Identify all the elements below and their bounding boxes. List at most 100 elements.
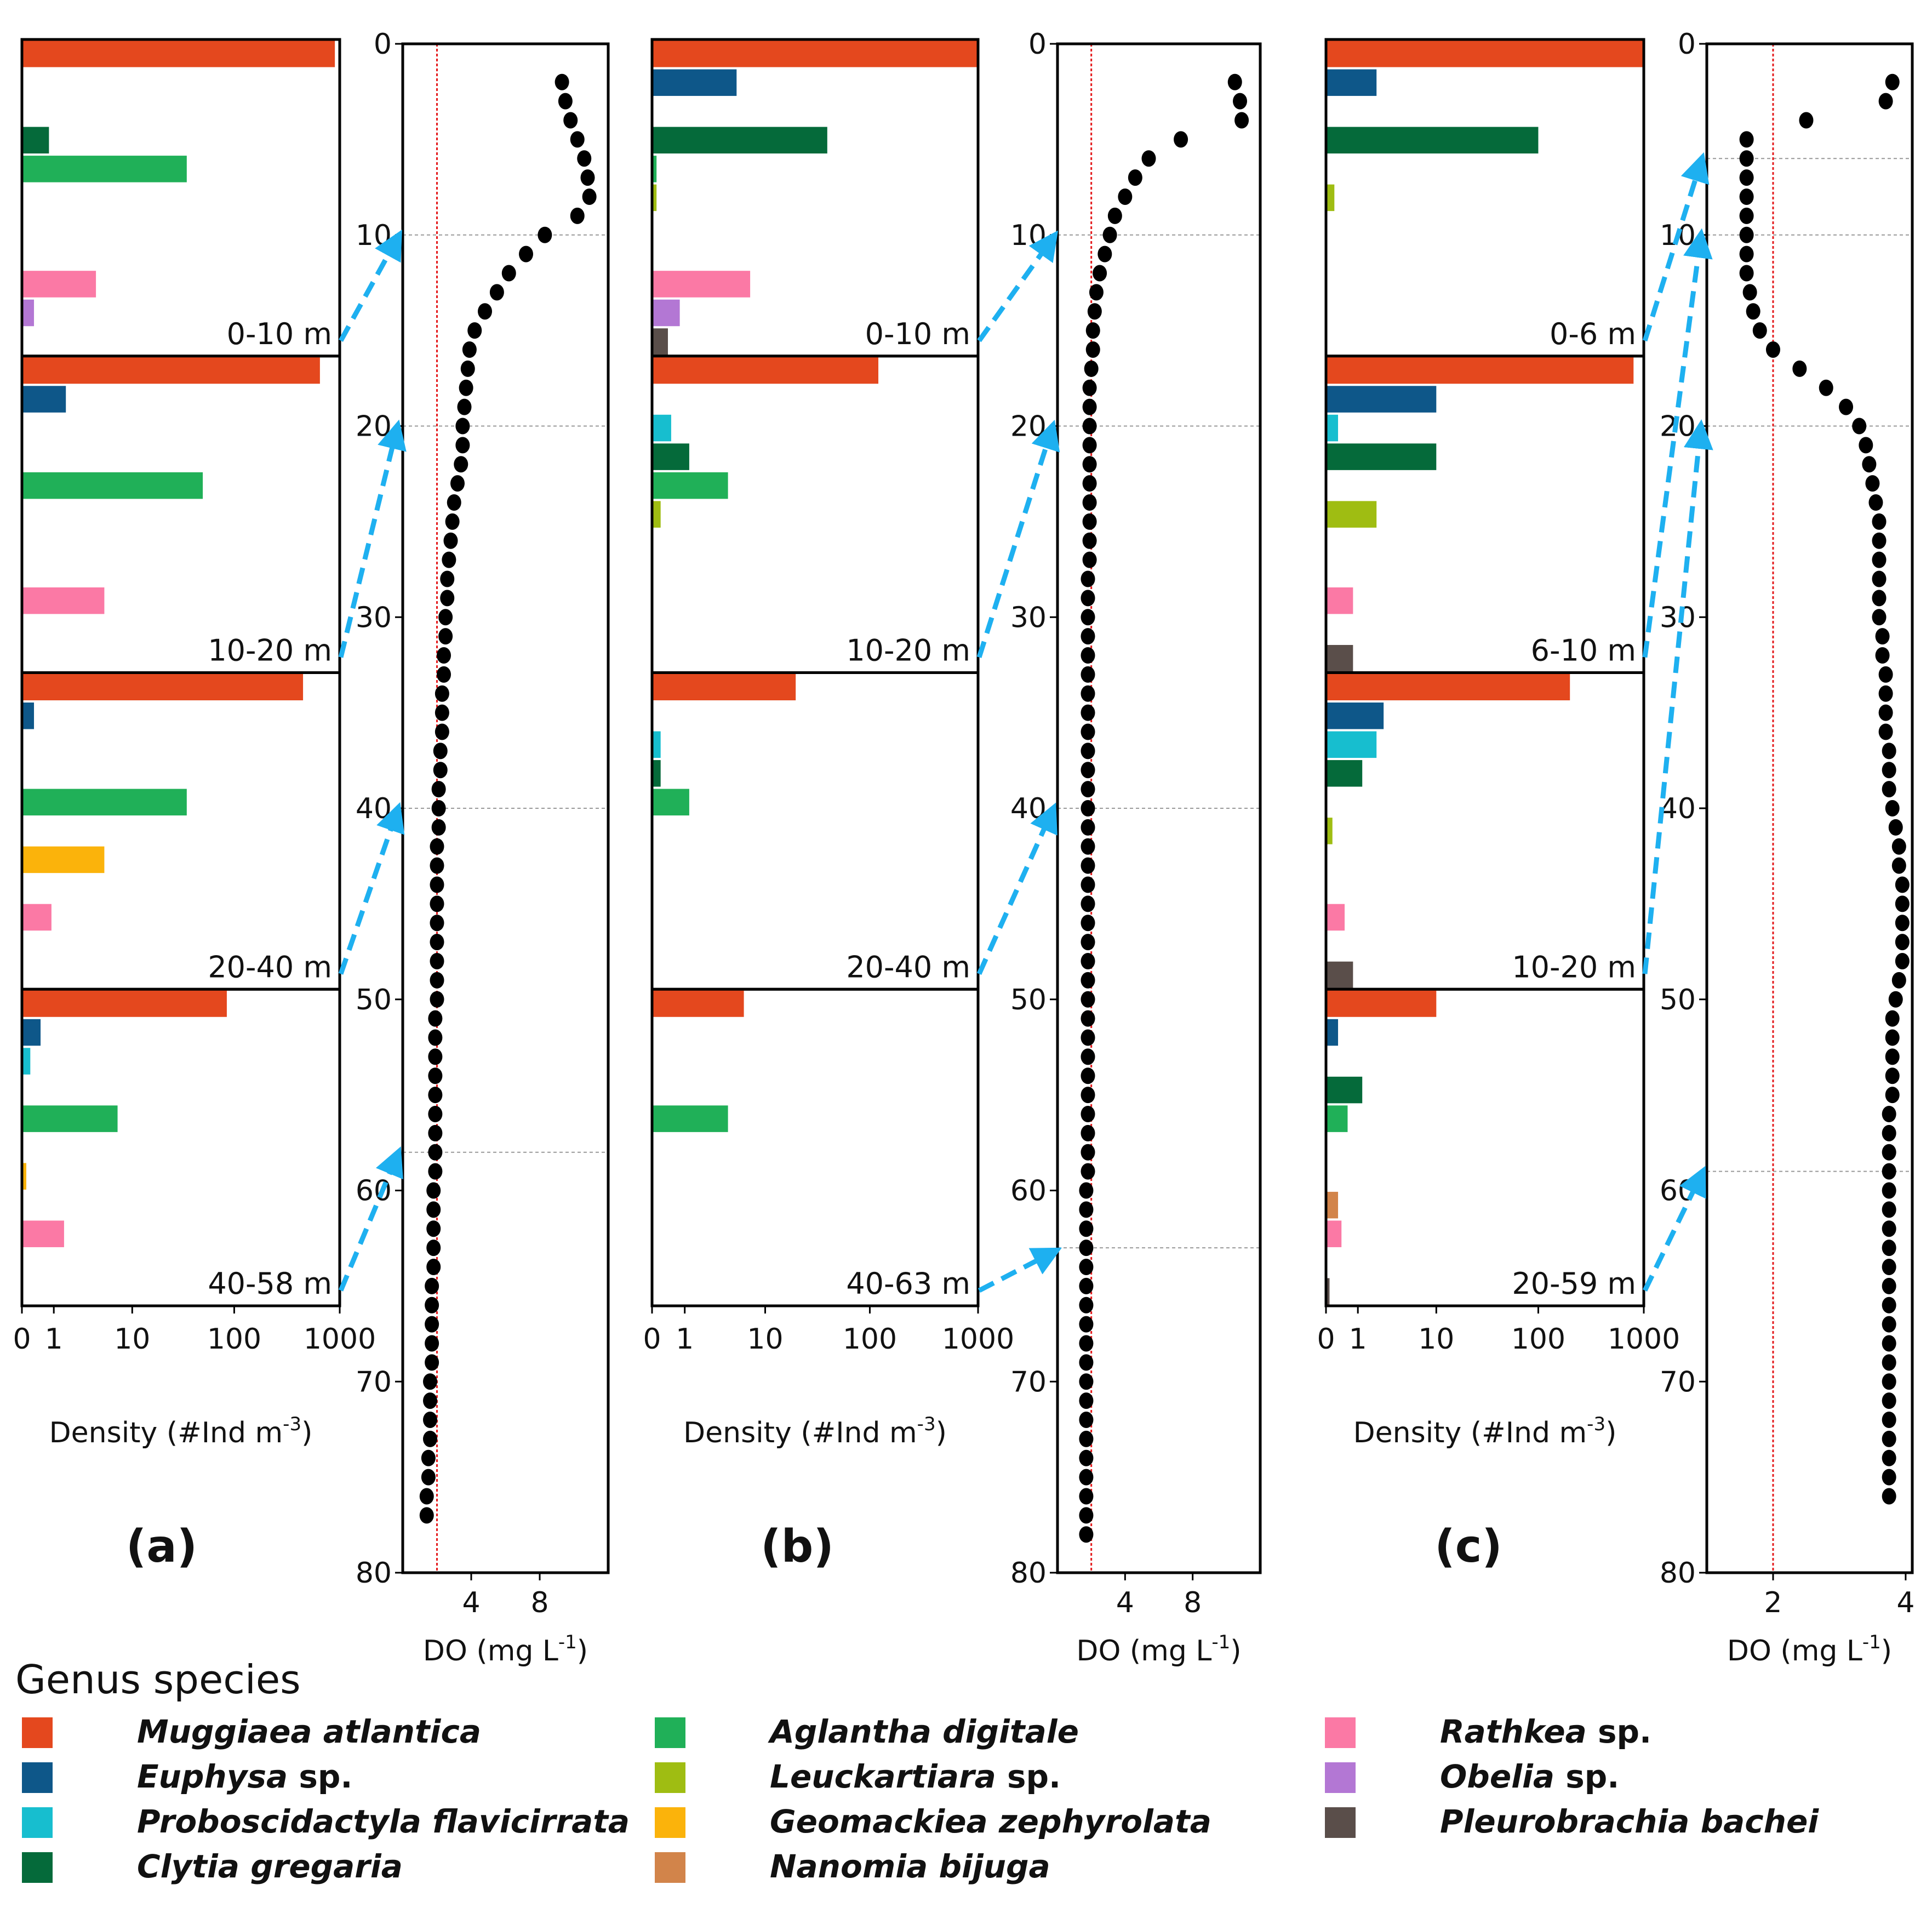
- do-point: [1859, 437, 1873, 454]
- legend-label: Obelia sp.: [1440, 1758, 1619, 1795]
- density-bar: [1326, 69, 1377, 96]
- do-tick-label: 8: [530, 1586, 548, 1619]
- density-bar: [1326, 357, 1634, 384]
- do-point: [1875, 647, 1890, 664]
- layer-frame: [1324, 987, 1645, 1307]
- layer-connector-arrow: [1642, 1166, 1706, 1292]
- depth-range-label: 10-20 m: [208, 633, 332, 668]
- do-point: [1882, 1297, 1896, 1314]
- density-bar: [22, 789, 187, 816]
- do-point: [1882, 1373, 1896, 1390]
- do-point: [433, 743, 448, 760]
- legend: Genus species Muggiaea atlantica Euphysa s…: [15, 1657, 1819, 1885]
- do-point: [1081, 1067, 1095, 1084]
- density-bar: [652, 731, 661, 758]
- do-point: [1882, 1469, 1896, 1486]
- density-bar: [1326, 41, 1644, 67]
- do-point: [1081, 647, 1095, 664]
- depth-layer-box: 10-20 m: [650, 355, 980, 674]
- density-tick-label: 1000: [304, 1323, 376, 1356]
- do-point: [558, 93, 573, 110]
- density-bar: [1326, 587, 1353, 614]
- do-point: [1082, 456, 1097, 473]
- legend-swatch: [22, 1852, 53, 1883]
- density-tick-label: 10: [114, 1323, 150, 1356]
- do-point: [450, 475, 465, 492]
- do-point: [1888, 819, 1903, 836]
- density-bar: [1326, 184, 1335, 212]
- density-bar: [1326, 760, 1363, 787]
- density-bar: [652, 1105, 728, 1132]
- layer-connector-arrow: [339, 230, 402, 342]
- depth-tick-label: 40: [356, 792, 392, 825]
- do-point: [1081, 609, 1095, 626]
- do-point: [1081, 1029, 1095, 1046]
- density-bar: [652, 127, 827, 154]
- density-bar: [22, 990, 227, 1017]
- do-point: [1087, 303, 1102, 320]
- do-point: [455, 437, 470, 454]
- do-point: [430, 953, 444, 969]
- do-point: [1079, 1259, 1094, 1275]
- do-point: [1081, 1163, 1095, 1180]
- density-bar: [652, 673, 796, 701]
- do-point: [1081, 685, 1095, 702]
- do-point: [425, 1297, 439, 1314]
- legend-label: Muggiaea atlantica: [137, 1713, 481, 1750]
- legend-swatch: [1325, 1717, 1356, 1748]
- do-point: [1882, 1277, 1896, 1294]
- do-point: [1882, 1259, 1896, 1275]
- depth-range-label: 20-40 m: [846, 950, 970, 984]
- do-point: [457, 398, 472, 415]
- depth-layer-box: 20-40 m: [650, 671, 980, 991]
- do-point: [426, 1240, 441, 1257]
- do-point: [1885, 1048, 1900, 1065]
- depth-tick-label: 60: [1010, 1175, 1047, 1208]
- do-point: [1082, 551, 1097, 568]
- density-bar: [652, 328, 668, 355]
- do-point: [1739, 189, 1754, 205]
- depth-layer-box: 0-10 m: [20, 38, 341, 358]
- depth-tick-label: 30: [1010, 601, 1047, 634]
- do-point: [428, 1010, 443, 1027]
- do-point: [428, 1106, 443, 1122]
- density-bar: [1326, 414, 1339, 442]
- legend-label: Proboscidactyla flavicirrata: [137, 1803, 630, 1840]
- do-point: [438, 609, 453, 626]
- do-point: [1891, 857, 1906, 874]
- density-tick-label: 1: [1349, 1323, 1367, 1356]
- density-bar: [652, 69, 737, 96]
- do-tick-label: 4: [1116, 1586, 1134, 1619]
- do-point: [1882, 762, 1896, 779]
- density-bar: [652, 184, 657, 212]
- depth-tick-label: 80: [356, 1557, 392, 1590]
- do-point: [570, 207, 585, 224]
- do-point: [1085, 341, 1100, 358]
- do-point: [1882, 1182, 1896, 1199]
- do-point: [1882, 1240, 1896, 1257]
- do-point: [428, 1124, 443, 1141]
- do-point: [430, 915, 444, 932]
- do-point: [1739, 207, 1754, 224]
- do-point: [1081, 570, 1095, 587]
- do-point: [1885, 73, 1900, 90]
- depth-layer-box: 6-10 m: [1324, 355, 1645, 674]
- depth-layer-box: 40-58 m: [20, 987, 341, 1307]
- do-point: [1141, 150, 1156, 167]
- density-bar: [652, 789, 689, 816]
- depth-tick-label: 10: [356, 219, 392, 252]
- do-point: [1872, 532, 1887, 549]
- do-point: [1885, 1010, 1900, 1027]
- density-bar: [22, 127, 49, 154]
- do-point: [428, 1087, 443, 1104]
- do-point: [1079, 1277, 1094, 1294]
- do-point: [423, 1373, 437, 1390]
- do-point: [459, 379, 473, 396]
- density-bar: [22, 587, 105, 614]
- depth-layer-box: 20-40 m: [20, 671, 341, 991]
- depth-tick-label: 50: [1660, 984, 1696, 1017]
- do-point: [1098, 245, 1112, 262]
- do-point: [1081, 1144, 1095, 1161]
- do-point: [1882, 1220, 1896, 1237]
- do-point: [1081, 895, 1095, 912]
